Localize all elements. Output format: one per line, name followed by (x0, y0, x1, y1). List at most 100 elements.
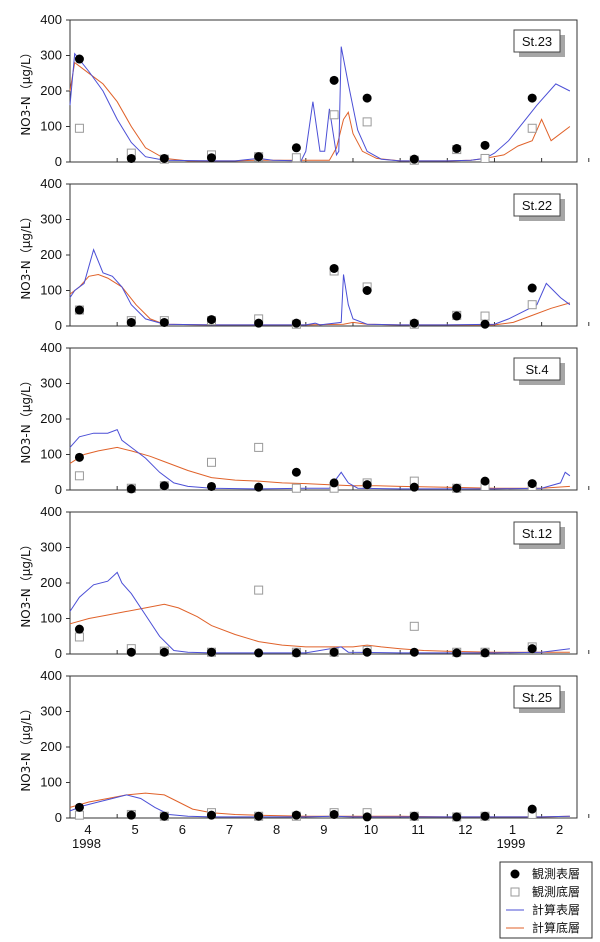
y-tick-label: 100 (40, 611, 62, 626)
station-label-box (513, 29, 561, 53)
station-label-box (513, 685, 561, 709)
point-obs-bottom (291, 153, 301, 163)
point-obs-surface (480, 648, 490, 658)
point-obs-surface (206, 315, 216, 325)
point-obs-surface (452, 483, 462, 493)
point-obs-surface (206, 481, 216, 491)
point-obs-surface (254, 152, 264, 162)
panel-st12: 0 100 200 300 400 NO3-N（μg/L） St.12 (19, 504, 590, 661)
point-obs-surface (452, 812, 462, 822)
y-tick-label: 300 (40, 704, 62, 719)
y-tick-label: 200 (40, 411, 62, 426)
y-tick-label: 0 (55, 810, 62, 825)
point-obs-surface (206, 647, 216, 657)
legend-obs-surface-marker (510, 869, 520, 879)
station-label-box (513, 193, 561, 217)
point-obs-bottom (362, 117, 372, 127)
series-calc-bottom-line (69, 446, 570, 489)
series-calc-bottom-line (69, 603, 570, 653)
station-label-box (513, 357, 561, 381)
point-obs-surface (527, 93, 537, 103)
x-tick-label: 5 (132, 822, 139, 837)
point-obs-surface (291, 648, 301, 658)
point-obs-bottom (329, 110, 339, 120)
y-tick-label: 100 (40, 775, 62, 790)
panel-frame (69, 183, 578, 327)
point-obs-surface (254, 648, 264, 658)
point-obs-surface (254, 482, 264, 492)
x-tick-label: 12 (458, 822, 472, 837)
point-obs-bottom (74, 123, 84, 133)
legend-calc-surface-label: 計算表層 (532, 902, 580, 917)
station-label: St.22 (522, 198, 552, 213)
y-tick-label: 400 (40, 504, 62, 519)
point-obs-surface (362, 812, 372, 822)
y-tick-label: 300 (40, 212, 62, 227)
point-obs-surface (527, 283, 537, 293)
point-obs-surface (126, 153, 136, 163)
y-tick-label: 400 (40, 176, 62, 191)
point-obs-bottom (480, 153, 490, 163)
y-tick-label: 100 (40, 447, 62, 462)
point-obs-surface (126, 810, 136, 820)
point-obs-surface (254, 318, 264, 328)
point-obs-bottom (254, 442, 264, 452)
station-label: St.4 (525, 362, 548, 377)
point-obs-surface (329, 263, 339, 273)
point-obs-surface (126, 484, 136, 494)
point-obs-surface (527, 804, 537, 814)
point-obs-surface (480, 140, 490, 150)
panel-frame (69, 19, 578, 163)
y-tick-label: 300 (40, 540, 62, 555)
point-obs-surface (159, 317, 169, 327)
y-tick-label: 0 (55, 646, 62, 661)
x-tick-label: 11 (411, 822, 425, 837)
point-obs-surface (329, 478, 339, 488)
series-calc-surface-line (69, 571, 570, 654)
point-obs-bottom (74, 471, 84, 481)
point-obs-bottom (74, 632, 84, 642)
series-calc-surface-line (69, 794, 570, 818)
legend-calc-bottom-label: 計算底層 (532, 920, 580, 935)
point-obs-surface (74, 624, 84, 634)
point-obs-surface (329, 75, 339, 85)
point-obs-surface (159, 811, 169, 821)
legend-obs-bottom-marker (510, 887, 520, 897)
y-tick-label: 0 (55, 154, 62, 169)
y-tick-label: 400 (40, 12, 62, 27)
point-obs-surface (329, 809, 339, 819)
point-obs-surface (452, 311, 462, 321)
panel-frame (69, 511, 578, 655)
y-axis-label: NO3-N（μg/L） (19, 702, 33, 791)
y-axis-label: NO3-N（μg/L） (19, 538, 33, 627)
point-obs-surface (527, 644, 537, 654)
point-obs-bottom (206, 457, 216, 467)
point-obs-surface (409, 811, 419, 821)
panel-frame (69, 347, 578, 491)
x-tick-label: 6 (179, 822, 186, 837)
point-obs-surface (452, 144, 462, 154)
point-obs-surface (206, 153, 216, 163)
panel-st23: 0 100 200 300 400 NO3-N（μg/L） St.23 (19, 12, 590, 169)
point-obs-bottom (480, 311, 490, 321)
point-obs-surface (480, 476, 490, 486)
y-tick-label: 200 (40, 247, 62, 262)
station-label: St.25 (522, 690, 552, 705)
panel-st4: 0 100 200 300 400 NO3-N（μg/L） St.4 (19, 340, 590, 497)
legend-obs-surface-label: 観測表層 (532, 867, 580, 881)
y-tick-label: 200 (40, 575, 62, 590)
point-obs-surface (480, 319, 490, 329)
x-tick-label: 7 (226, 822, 233, 837)
y-tick-label: 200 (40, 83, 62, 98)
point-obs-surface (159, 153, 169, 163)
point-obs-surface (409, 482, 419, 492)
point-obs-bottom (527, 123, 537, 133)
point-obs-surface (452, 648, 462, 658)
point-obs-surface (159, 647, 169, 657)
year-label: 1999 (496, 836, 525, 851)
legend-obs-bottom-label: 観測底層 (532, 884, 580, 899)
point-obs-surface (362, 647, 372, 657)
x-tick-label: 9 (320, 822, 327, 837)
point-obs-surface (480, 811, 490, 821)
